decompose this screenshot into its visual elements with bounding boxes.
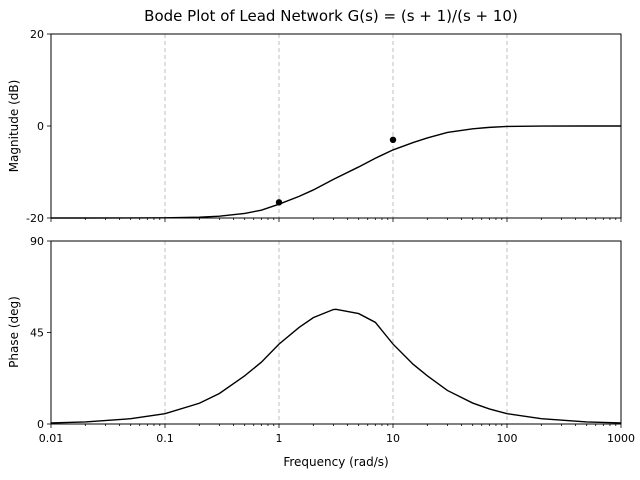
phase-y-tick-label: 0 <box>37 418 44 431</box>
x-tick-label: 1 <box>276 432 283 445</box>
phase-panel: 0 45 90 Phase (deg) <box>7 235 622 431</box>
magnitude-curve <box>51 125 621 219</box>
magnitude-grid <box>164 34 508 218</box>
magnitude-y-tick-label: -20 <box>26 212 44 225</box>
x-tick-label: 0.1 <box>156 432 174 445</box>
phase-y-tick-label: 45 <box>30 327 44 340</box>
phase-ylabel: Phase (deg) <box>7 296 21 368</box>
x-tick-label: 1000 <box>607 432 635 445</box>
x-tick-label: 100 <box>497 432 518 445</box>
phase-ticks: 0 45 90 <box>30 235 622 431</box>
magnitude-markers <box>275 136 397 206</box>
phase-grid <box>164 241 508 424</box>
phase-y-tick-label: 90 <box>30 235 44 248</box>
magnitude-marker-point <box>389 136 397 143</box>
chart-title: Bode Plot of Lead Network G(s) = (s + 1)… <box>144 7 518 25</box>
phase-curve <box>50 308 622 424</box>
magnitude-y-tick-label: 0 <box>37 120 44 133</box>
magnitude-panel: -20 0 20 Magnitude (dB) <box>7 28 622 225</box>
x-axis-label: Frequency (rad/s) <box>283 455 388 469</box>
magnitude-y-tick-label: 20 <box>30 28 44 41</box>
magnitude-marker-point <box>275 199 283 206</box>
magnitude-ylabel: Magnitude (dB) <box>7 80 21 173</box>
x-tick-label: 0.01 <box>39 432 64 445</box>
x-tick-labels: 0.01 0.1 1 10 100 1000 <box>39 432 635 445</box>
magnitude-axes-frame <box>50 33 622 219</box>
x-tick-label: 10 <box>386 432 400 445</box>
phase-axes-frame <box>50 240 622 425</box>
